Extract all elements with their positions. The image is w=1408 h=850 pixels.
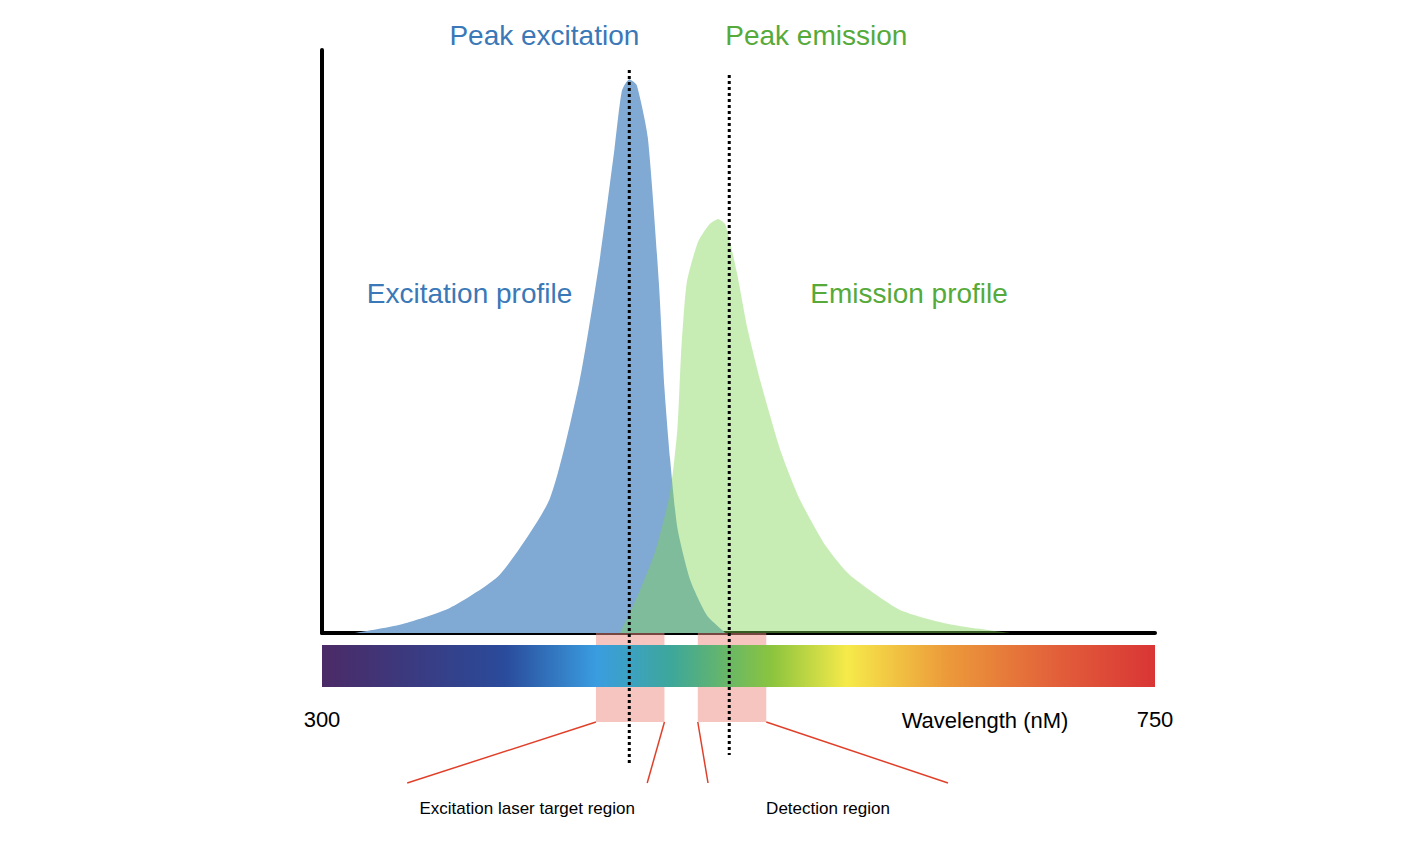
svg-text:Excitation profile: Excitation profile [367, 278, 572, 309]
svg-text:750: 750 [1137, 707, 1174, 732]
svg-text:300: 300 [304, 707, 341, 732]
svg-text:Wavelength (nM): Wavelength (nM) [902, 708, 1069, 733]
svg-text:Emission profile: Emission profile [810, 278, 1008, 309]
svg-text:Peak excitation: Peak excitation [449, 20, 639, 51]
svg-text:Excitation laser target region: Excitation laser target region [419, 799, 634, 818]
svg-text:Peak emission: Peak emission [725, 20, 907, 51]
svg-text:Detection region: Detection region [766, 799, 890, 818]
